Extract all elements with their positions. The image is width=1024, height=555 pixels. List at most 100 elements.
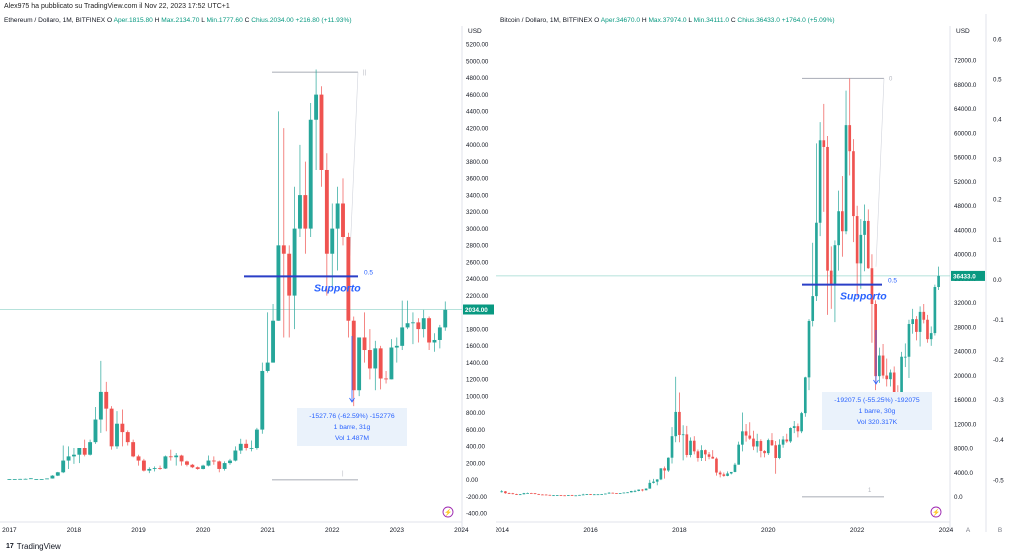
candle-down <box>211 456 216 465</box>
candle-up <box>666 457 670 472</box>
secondary-y-tick-label: -0.3 <box>993 397 1004 404</box>
candle-up <box>163 455 168 469</box>
x-tick-label: 2016 <box>583 527 598 532</box>
candle-down <box>185 460 189 467</box>
bitcoin-chart[interactable]: Bitcoin / Dollaro, 1M, BITFINEX O Aper.3… <box>494 12 1024 534</box>
candle-body <box>629 490 633 493</box>
candle-down <box>615 493 618 494</box>
candle-up <box>755 433 759 453</box>
y-tick-label: 72000.0 <box>954 58 977 65</box>
x-tick-label: 2019 <box>131 527 146 532</box>
candle-body <box>432 339 437 343</box>
candle-body <box>341 203 345 237</box>
candle-body <box>28 478 33 480</box>
measure-volume: Vol 1.487M <box>335 435 369 442</box>
candle-body <box>729 471 733 474</box>
candle-body <box>681 434 685 436</box>
candle-body <box>298 195 302 229</box>
candle-body <box>807 320 811 378</box>
x-tick-label: 2017 <box>2 527 17 532</box>
y-tick-label: 40000.0 <box>954 252 977 259</box>
measure-change: -19207.5 (-55.25%) -192075 <box>834 397 920 404</box>
candle-body <box>596 494 600 496</box>
bitcoin-chart-pane[interactable]: Bitcoin / Dollaro, 1M, BITFINEX O Aper.3… <box>494 12 1024 534</box>
candle-up <box>88 439 93 456</box>
x-tick-label: 2020 <box>196 527 211 532</box>
candle-body <box>859 234 863 264</box>
candle-up <box>781 436 785 448</box>
secondary-y-tick-label: -0.2 <box>993 357 1004 364</box>
candle-body <box>659 468 663 480</box>
candle-body <box>384 378 388 380</box>
candle-up <box>674 376 678 443</box>
candle-down <box>217 460 222 473</box>
candle-body <box>537 493 541 495</box>
candle-up <box>298 144 302 237</box>
candle-body <box>689 440 692 455</box>
candle-down <box>109 406 114 450</box>
y-tick-label: 1200.00 <box>466 377 489 384</box>
candle-body <box>752 438 755 447</box>
candle-up <box>585 494 589 496</box>
candle-down <box>718 470 722 478</box>
candle-up <box>629 490 633 493</box>
candle-up <box>626 492 629 494</box>
y-tick-label: 0.0 <box>954 494 963 501</box>
candle-up <box>637 489 641 492</box>
candle-down <box>136 454 141 466</box>
candle-body <box>507 493 511 494</box>
candle-up <box>555 494 559 496</box>
candle-down <box>533 493 537 495</box>
candle-body <box>109 408 114 447</box>
candle-body <box>604 493 607 495</box>
candle-body <box>696 451 700 459</box>
x-tick-label: 2023 <box>390 527 405 532</box>
candle-up <box>818 122 822 237</box>
fib-bottom-label: | <box>342 471 344 477</box>
candle-body <box>427 318 432 343</box>
y-tick-label: 4000.00 <box>466 142 489 149</box>
candle-body <box>881 355 885 376</box>
candle-body <box>637 489 641 491</box>
candle-down <box>507 492 511 494</box>
candle-body <box>34 479 39 480</box>
ethereum-chart[interactable]: Ethereum / Dollaro, 1M, BITFINEX O Aper.… <box>0 12 497 534</box>
candle-up <box>648 479 652 489</box>
candle-up <box>644 488 648 491</box>
candle-body <box>589 494 592 496</box>
candle-down <box>763 450 766 458</box>
axis-mode-button: A <box>966 527 971 532</box>
candle-up <box>733 462 737 473</box>
candle-body <box>544 494 548 496</box>
candle-up <box>574 495 578 497</box>
support-text: Supporto <box>314 282 361 294</box>
candle-down <box>829 246 833 309</box>
candle-up <box>815 143 818 301</box>
candle-down <box>378 345 383 390</box>
y-tick-label: 4600.00 <box>466 92 489 99</box>
candle-up <box>23 478 28 480</box>
candle-body <box>840 211 844 232</box>
candle-down <box>722 472 726 477</box>
y-tick-label: 32000.0 <box>954 300 977 307</box>
candle-up <box>34 479 39 480</box>
candle-down <box>707 451 711 460</box>
candle-body <box>163 456 168 469</box>
candle-body <box>504 491 507 494</box>
candle-up <box>633 489 637 493</box>
candle-body <box>174 455 179 458</box>
candle-up <box>265 312 270 373</box>
candle-down <box>303 161 308 254</box>
candle-body <box>77 448 82 455</box>
candle-up <box>592 494 596 496</box>
candle-body <box>238 443 243 451</box>
support-level-label: 0.5 <box>888 278 897 285</box>
candle-down <box>855 205 859 297</box>
candle-up <box>437 324 442 349</box>
candle-body <box>685 434 689 455</box>
candle-up <box>596 494 600 496</box>
ethereum-chart-pane[interactable]: Ethereum / Dollaro, 1M, BITFINEX O Aper.… <box>0 12 497 534</box>
candle-down <box>826 136 829 315</box>
candle-down <box>190 463 195 469</box>
candle-down <box>341 178 345 246</box>
